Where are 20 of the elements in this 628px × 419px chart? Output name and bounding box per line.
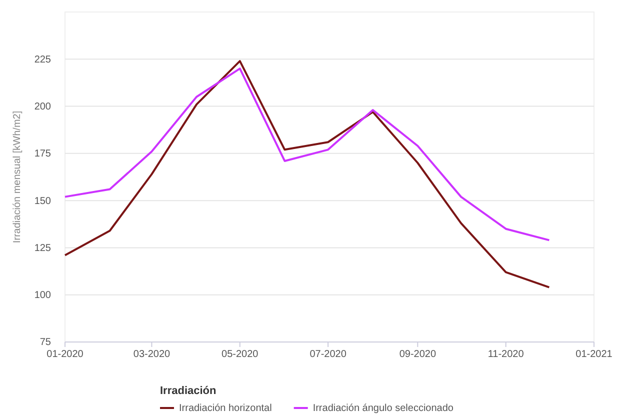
x-tick-label: 09-2020 bbox=[399, 349, 436, 360]
y-tick-label: 200 bbox=[34, 101, 52, 112]
x-tick-label: 01-2020 bbox=[46, 349, 84, 360]
x-tick-label: 07-2020 bbox=[310, 349, 347, 360]
legend-label: Irradiación ángulo seleccionado bbox=[312, 403, 454, 414]
legend-label: Irradiación horizontal bbox=[179, 403, 272, 414]
y-tick-label: 75 bbox=[40, 337, 52, 348]
x-tick-label: 11-2020 bbox=[488, 349, 524, 360]
x-tick-label: 03-2020 bbox=[133, 349, 171, 360]
y-tick-label: 125 bbox=[34, 242, 52, 254]
y-axis-title: Irradiación mensual [kWh/m2] bbox=[12, 110, 23, 244]
line-series bbox=[64, 60, 550, 288]
y-tick-label: 100 bbox=[34, 290, 52, 302]
y-tick-label: 225 bbox=[34, 54, 52, 66]
legend-title: Irradiación bbox=[160, 385, 217, 397]
x-tick-label: 05-2020 bbox=[222, 349, 259, 360]
line-series bbox=[64, 68, 550, 242]
y-tick-label: 175 bbox=[34, 148, 52, 160]
y-tick-label: 150 bbox=[34, 196, 52, 207]
x-tick-label: 01-2021 bbox=[576, 349, 613, 360]
